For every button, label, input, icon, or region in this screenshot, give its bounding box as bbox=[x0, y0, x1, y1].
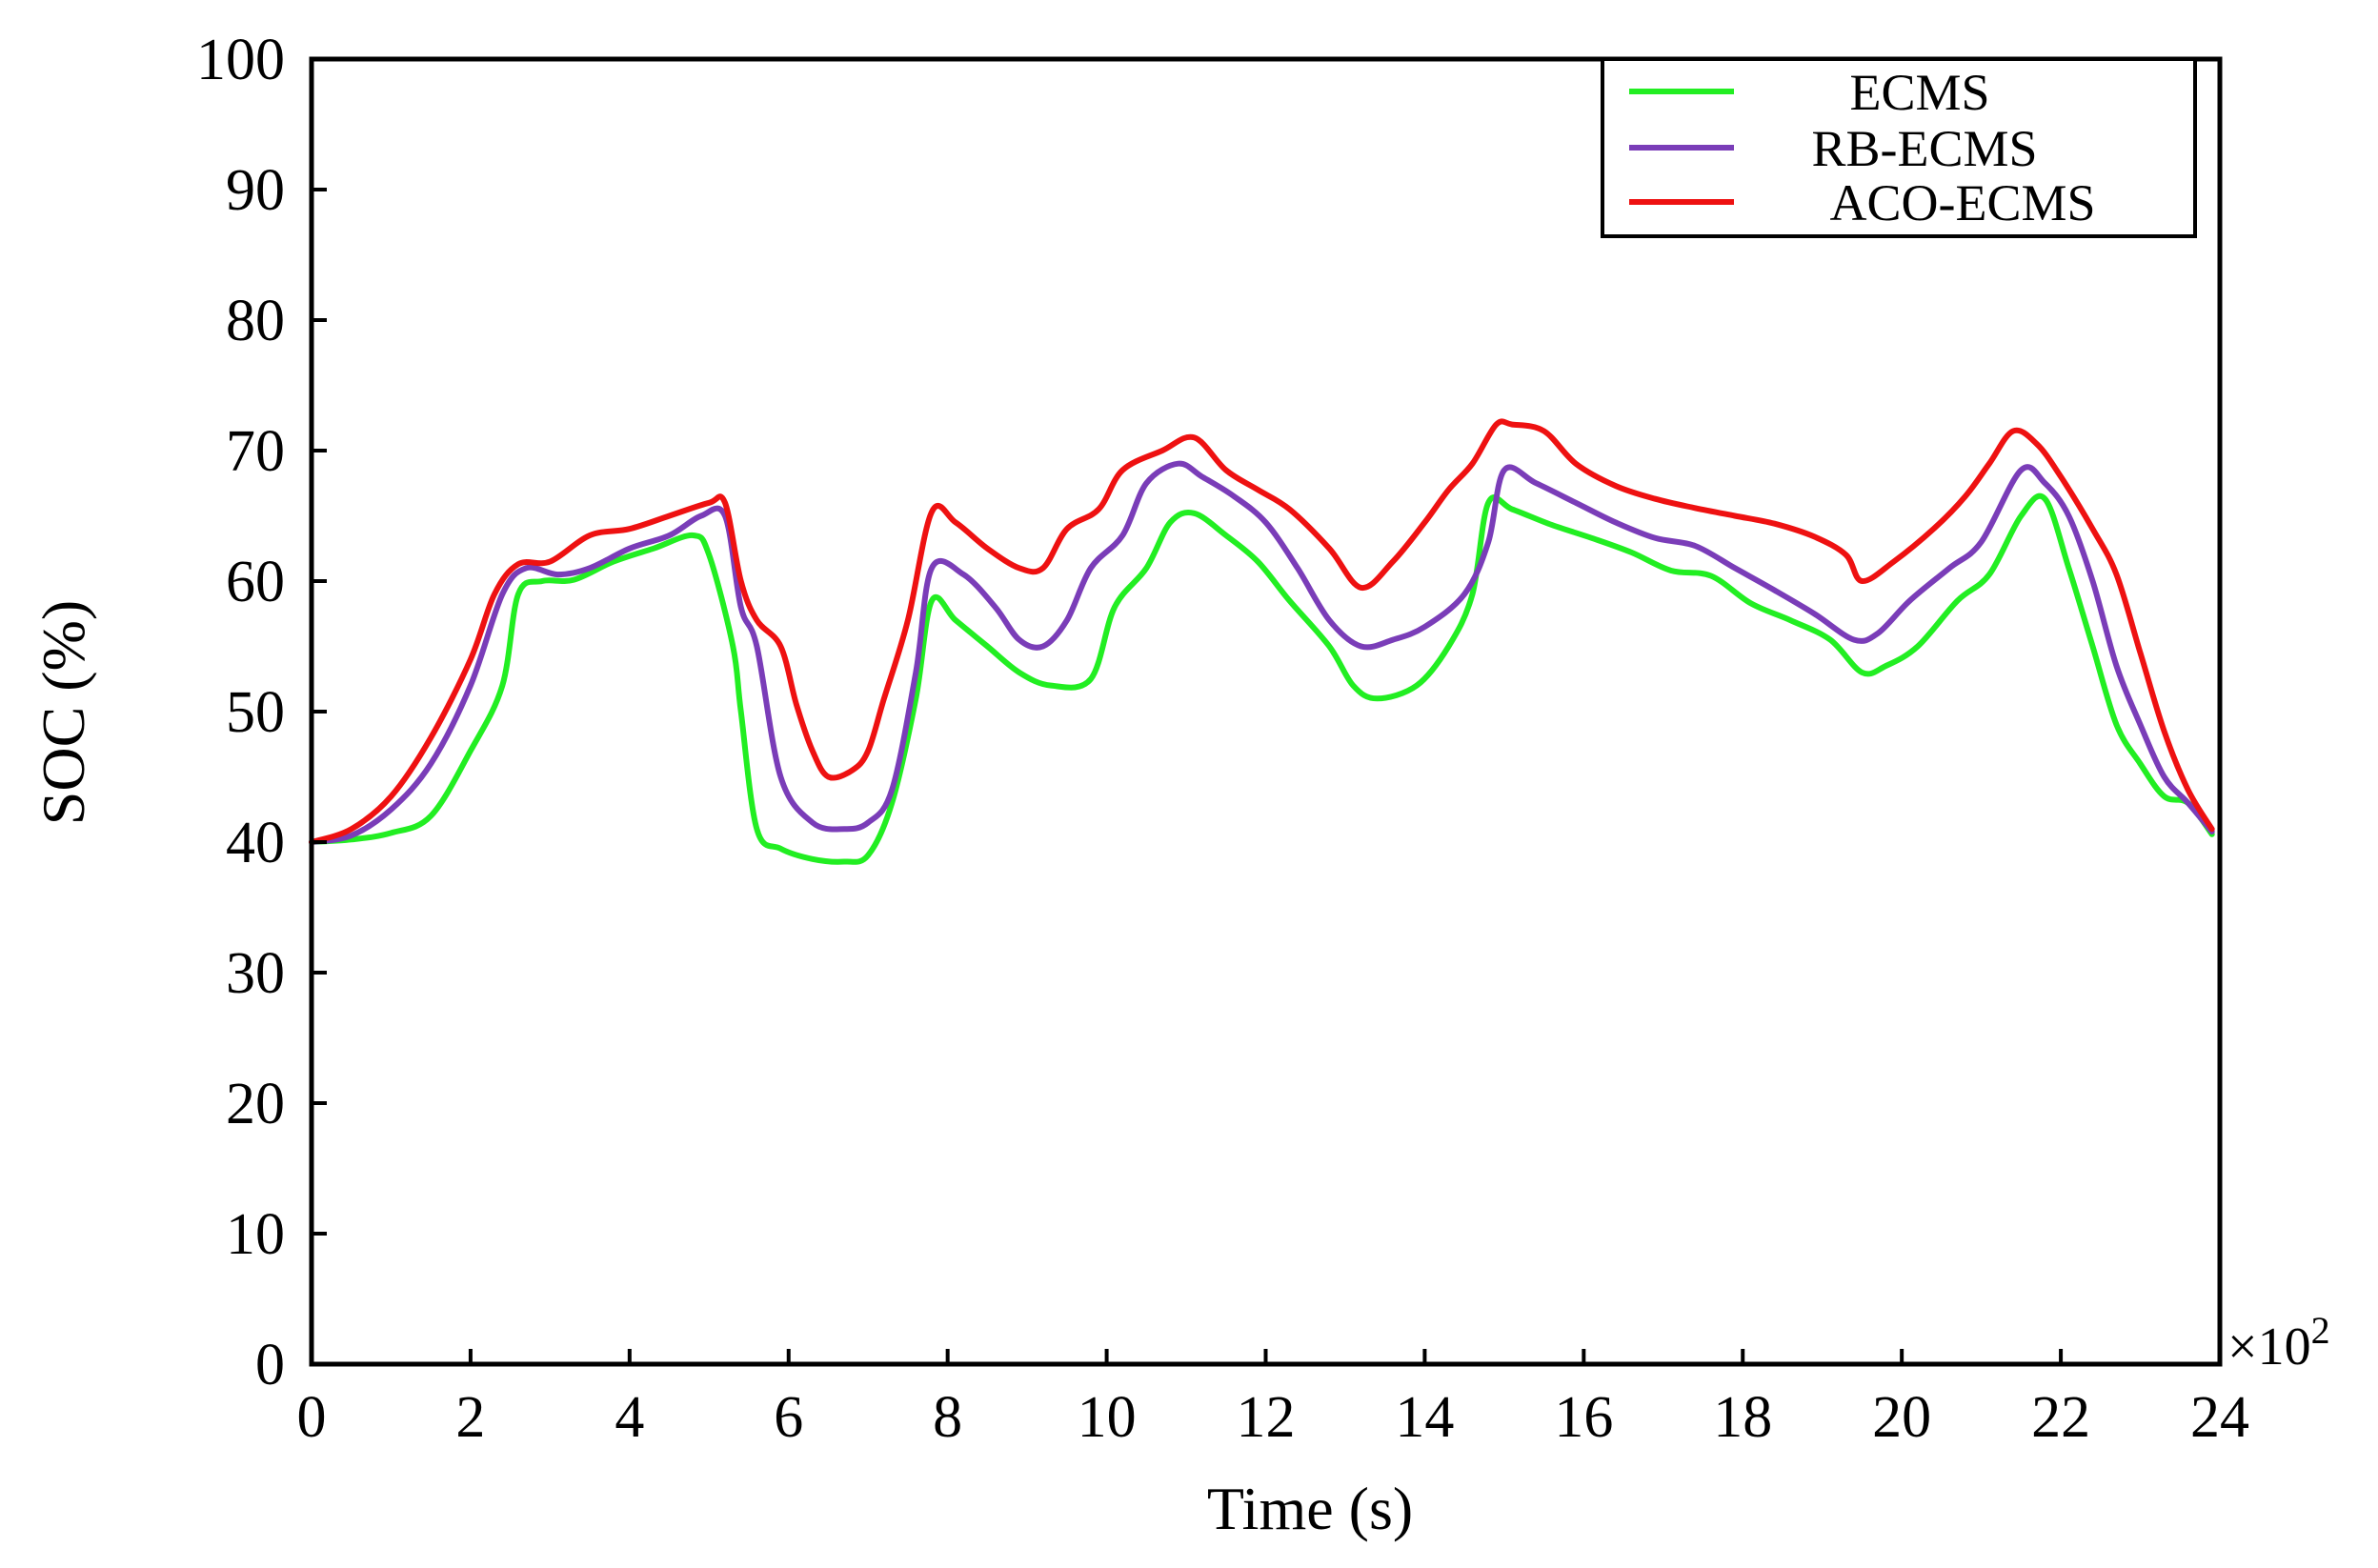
y-tick-label-50: 50 bbox=[226, 680, 285, 745]
y-tick-label-10: 10 bbox=[226, 1202, 285, 1267]
x-tick-label-22: 22 bbox=[2031, 1385, 2090, 1450]
y-tick-label-0: 0 bbox=[255, 1333, 285, 1397]
legend-label-aco-ecms: ACO-ECMS bbox=[1829, 174, 2095, 231]
x-tick-label-20: 20 bbox=[1872, 1385, 1931, 1450]
legend-label-rb-ecms: RB-ECMS bbox=[1811, 120, 2037, 177]
x-tick-label-18: 18 bbox=[1713, 1385, 1772, 1450]
y-tick-label-70: 70 bbox=[226, 419, 285, 484]
x-tick-label-4: 4 bbox=[615, 1385, 644, 1450]
x-tick-label-14: 14 bbox=[1395, 1385, 1454, 1450]
x-tick-label-24: 24 bbox=[2190, 1385, 2249, 1450]
x-axis-multiplier-base: ×10 bbox=[2227, 1317, 2311, 1377]
legend-label-ecms: ECMS bbox=[1849, 64, 1989, 121]
x-tick-label-6: 6 bbox=[774, 1385, 803, 1450]
y-tick-label-60: 60 bbox=[226, 550, 285, 614]
series-line-ecms bbox=[309, 493, 2215, 865]
series-line-rb-ecms bbox=[309, 460, 2215, 845]
y-tick-label-100: 100 bbox=[196, 28, 285, 92]
y-tick-label-80: 80 bbox=[226, 289, 285, 353]
x-axis-title: Time (s) bbox=[1207, 1475, 1413, 1542]
x-tick-label-0: 0 bbox=[297, 1385, 327, 1450]
x-tick-label-16: 16 bbox=[1554, 1385, 1613, 1450]
y-tick-label-30: 30 bbox=[226, 941, 285, 1006]
y-tick-label-90: 90 bbox=[226, 158, 285, 223]
tick-layer: 0 2 4 6 8 10 12 14 16 18 20 22 240102030405060708090… bbox=[196, 28, 2249, 1450]
y-tick-label-40: 40 bbox=[226, 811, 285, 875]
x-tick-label-10: 10 bbox=[1078, 1385, 1137, 1450]
y-tick-label-20: 20 bbox=[226, 1072, 285, 1136]
y-axis-title: SOC (%) bbox=[30, 600, 97, 825]
x-tick-label-8: 8 bbox=[933, 1385, 962, 1450]
series-layer bbox=[309, 418, 2215, 865]
series-line-aco-ecms bbox=[309, 418, 2215, 845]
x-axis-multiplier: ×102 bbox=[2227, 1309, 2330, 1377]
x-tick-label-12: 12 bbox=[1237, 1385, 1296, 1450]
x-axis-multiplier-exponent: 2 bbox=[2311, 1309, 2330, 1352]
x-tick-label-2: 2 bbox=[455, 1385, 485, 1450]
legend: ECMS RB-ECMS ACO-ECMS bbox=[1601, 57, 2197, 238]
